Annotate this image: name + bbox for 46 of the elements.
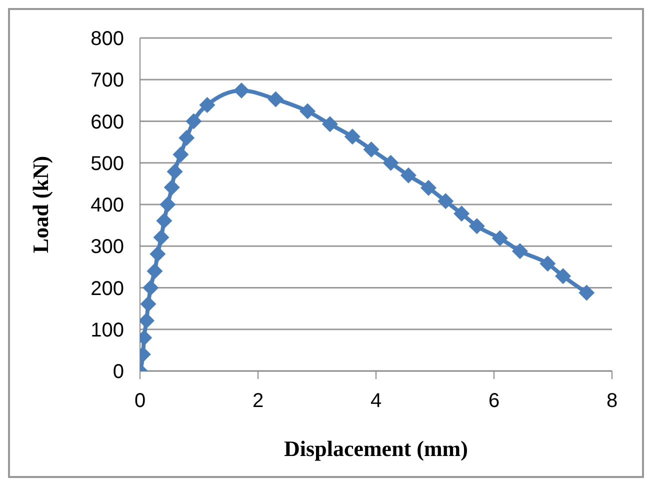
y-tick-label: 400	[90, 194, 124, 217]
point	[420, 180, 437, 196]
point	[178, 130, 195, 146]
y-tick-label: 0	[112, 361, 124, 384]
point	[268, 91, 284, 108]
point	[382, 154, 399, 171]
point	[512, 243, 528, 260]
point	[344, 128, 360, 145]
point	[454, 206, 470, 222]
x-tick-label: 2	[252, 390, 264, 412]
y-tick-label: 300	[90, 236, 124, 258]
point	[300, 103, 316, 120]
y-tick-label: 200	[90, 278, 124, 300]
point	[146, 263, 163, 280]
point	[140, 296, 156, 312]
point	[400, 167, 416, 184]
point	[199, 97, 216, 114]
point	[555, 268, 572, 284]
y-tick-label: 700	[90, 70, 124, 92]
y-tick-label: 500	[90, 152, 124, 175]
x-axis-title: Displacement (mm)	[284, 436, 468, 461]
y-tick-label: 100	[90, 319, 124, 342]
point	[438, 193, 454, 210]
point	[156, 212, 172, 229]
x-tick-label: 0	[134, 390, 146, 412]
point	[153, 229, 170, 246]
y-axis-title: Load (kN)	[28, 156, 53, 254]
x-tick-label: 6	[488, 390, 500, 412]
point	[164, 179, 180, 196]
point	[233, 82, 250, 98]
point	[468, 218, 485, 234]
point	[492, 230, 508, 246]
point	[578, 284, 595, 301]
point	[160, 196, 176, 212]
x-tick-label: 4	[370, 390, 382, 412]
point	[540, 256, 556, 272]
y-tick-label: 600	[90, 111, 124, 134]
point	[142, 280, 159, 296]
x-tick-label: 8	[606, 390, 618, 412]
point	[322, 116, 338, 132]
point	[150, 246, 166, 262]
point	[172, 146, 189, 163]
point	[363, 142, 380, 158]
point	[166, 164, 183, 180]
y-tick-label: 800	[90, 28, 124, 50]
point	[186, 113, 202, 130]
